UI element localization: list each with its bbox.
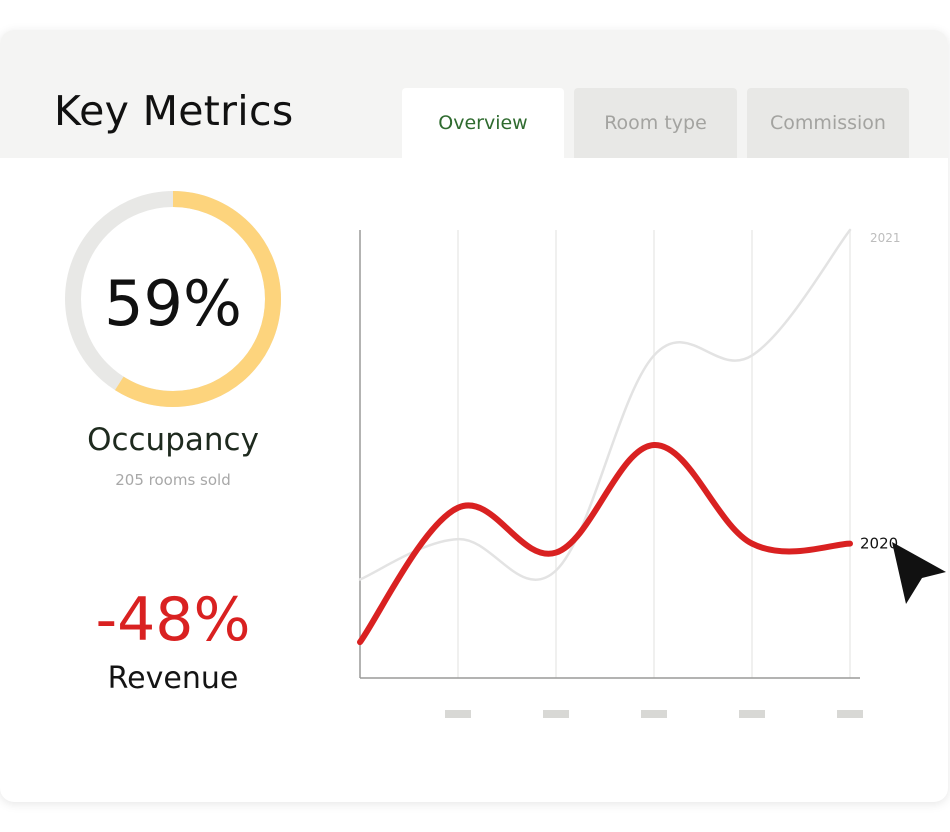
series-line-2021	[358, 228, 852, 581]
x-tick-mark-3	[641, 710, 667, 718]
donut-progress	[65, 191, 281, 407]
series-label-2021: 2021	[870, 231, 901, 245]
tab-overview[interactable]: Overview	[402, 88, 564, 158]
key-metrics-card: Key Metrics Overview Room type Commissio…	[0, 30, 948, 802]
x-tick-mark-1	[445, 710, 471, 718]
x-tick-mark-5	[837, 710, 863, 718]
occupancy-donut	[65, 191, 281, 407]
x-tick-mark-2	[543, 710, 569, 718]
x-tick-mark-4	[739, 710, 765, 718]
series-label-2020: 2020	[860, 535, 898, 553]
arrow-cursor-icon	[892, 542, 946, 604]
occupancy-label: Occupancy	[87, 422, 259, 458]
page-title: Key Metrics	[54, 87, 294, 135]
occupancy-value: 59%	[104, 267, 242, 340]
card-header: Key Metrics Overview Room type Commissio…	[0, 30, 948, 158]
series-line-2020	[357, 442, 853, 646]
rooms-sold-text: 205 rooms sold	[115, 471, 231, 489]
line-chart: 2021 2020	[357, 228, 901, 718]
revenue-value: -48%	[95, 585, 251, 655]
revenue-label: Revenue	[107, 661, 239, 696]
tab-room-type[interactable]: Room type	[574, 88, 737, 158]
tab-commission[interactable]: Commission	[747, 88, 909, 158]
